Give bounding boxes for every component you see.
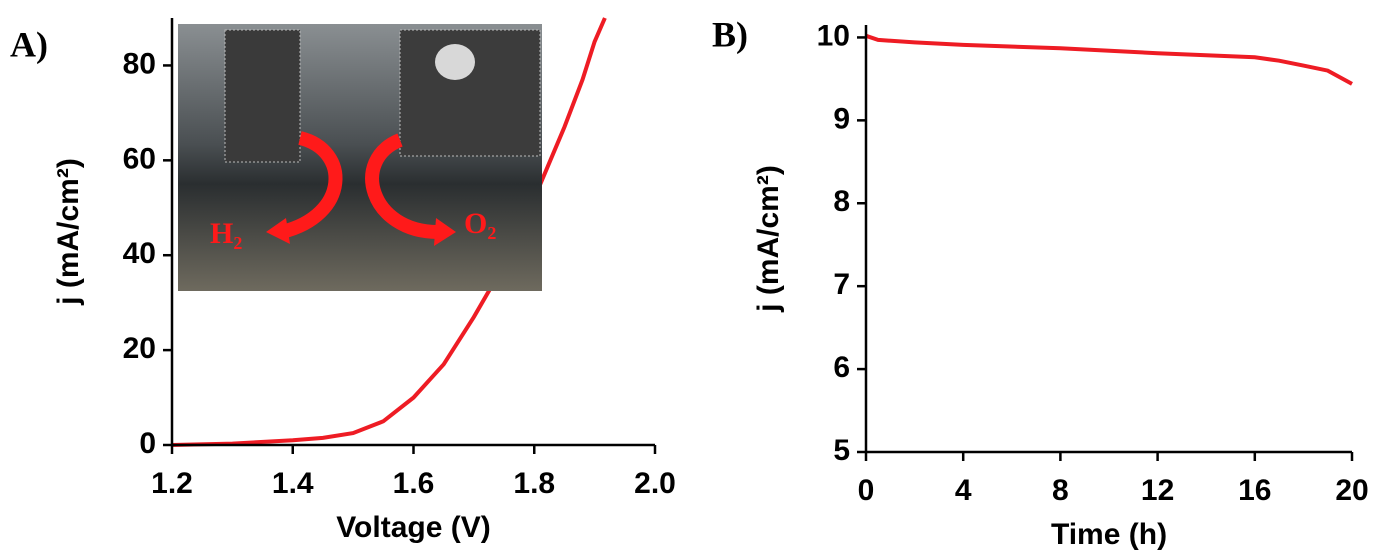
- panel-label: A): [10, 24, 48, 64]
- x-tick-label: 8: [1052, 474, 1069, 507]
- x-axis-title: Time (h): [1051, 518, 1167, 551]
- y-tick-label: 8: [833, 185, 850, 218]
- x-tick-label: 1.6: [393, 467, 435, 500]
- y-tick-label: 5: [833, 434, 850, 467]
- annotation: H₂: [210, 217, 242, 250]
- x-tick-label: 4: [955, 474, 972, 507]
- y-tick-label: 40: [123, 237, 156, 270]
- x-tick-label: 16: [1238, 474, 1271, 507]
- x-axis-title: Voltage (V): [336, 511, 490, 544]
- data-line: [171, 17, 607, 447]
- x-tick-label: 1.2: [151, 467, 193, 500]
- x-tick-label: 20: [1335, 474, 1368, 507]
- annotation: O₂: [464, 207, 496, 240]
- y-tick-label: 60: [123, 142, 156, 175]
- y-tick-label: 7: [833, 268, 850, 301]
- y-tick-label: 6: [833, 351, 850, 384]
- y-tick-label: 0: [139, 427, 156, 460]
- data-line: [865, 33, 1353, 86]
- y-axis-title: j (mA/cm²): [752, 165, 785, 313]
- x-tick-label: 0: [858, 474, 875, 507]
- y-axis-title: j (mA/cm²): [52, 158, 85, 306]
- y-tick-label: 10: [817, 19, 850, 52]
- inset-photo: H₂ O₂: [178, 24, 542, 291]
- x-tick-label: 2.0: [634, 467, 676, 500]
- y-tick-label: 9: [833, 102, 850, 135]
- x-tick-label: 1.8: [513, 467, 555, 500]
- x-tick-label: 12: [1141, 474, 1174, 507]
- panel-label: B): [712, 14, 748, 54]
- x-tick-label: 1.4: [272, 467, 314, 500]
- y-tick-label: 80: [123, 47, 156, 80]
- y-tick-label: 20: [123, 332, 156, 365]
